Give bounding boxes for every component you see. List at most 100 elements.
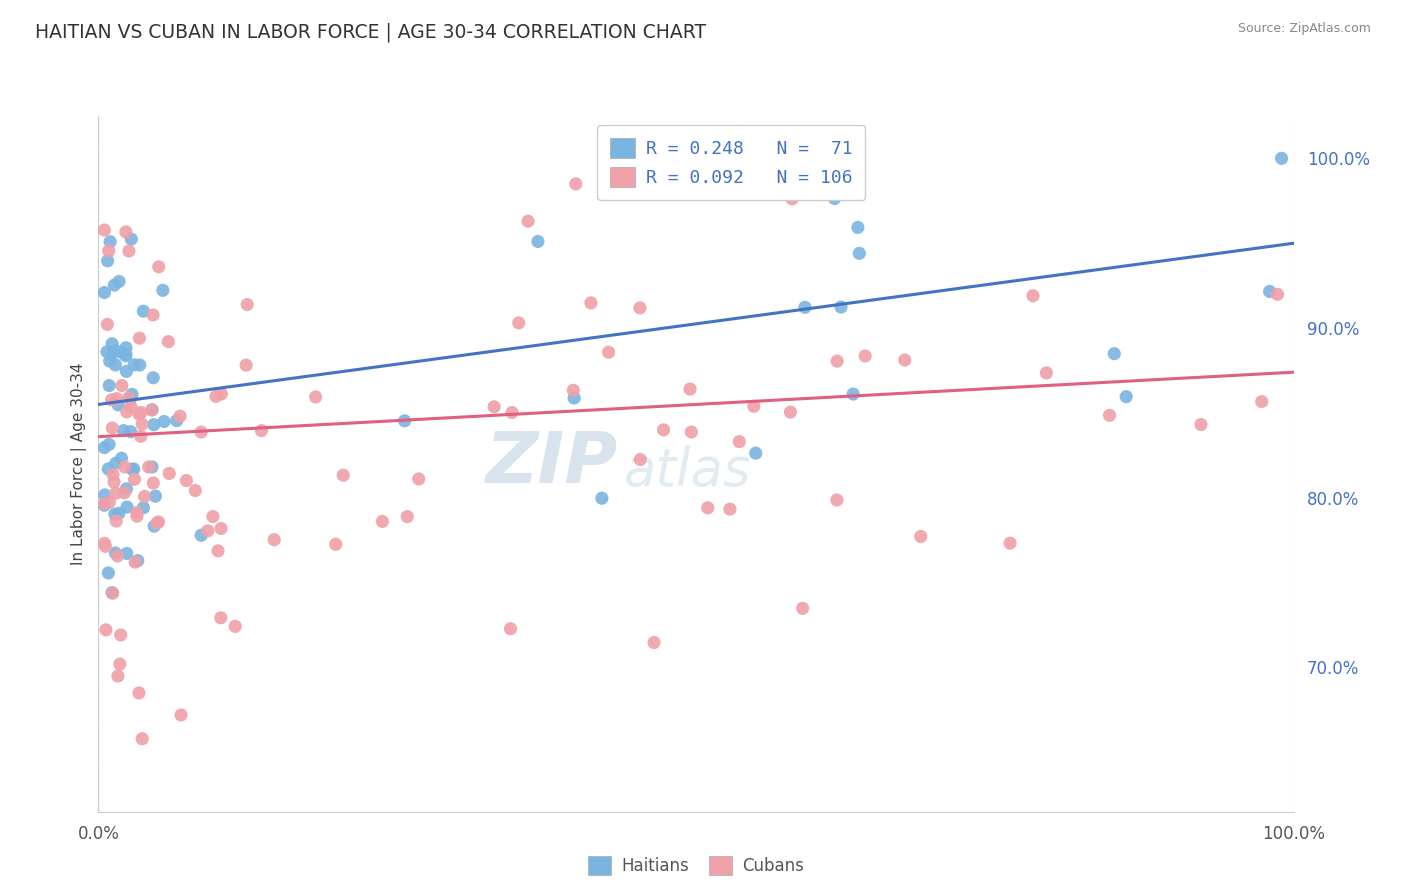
Point (236, 297, 259, 311)
Point (853, 349, 876, 363)
Legend: Haitians, Cubans: Haitians, Cubans (579, 847, 813, 883)
Point (129, 429, 152, 443)
Point (142, 476, 165, 491)
Point (124, 555, 146, 569)
Point (792, 601, 814, 615)
Point (93, 498, 115, 512)
Text: ZIP: ZIP (486, 429, 619, 499)
Point (104, 358, 127, 372)
Point (408, 472, 430, 486)
Point (696, 500, 718, 515)
Point (124, 472, 146, 486)
Point (190, 528, 212, 542)
Point (201, 509, 224, 524)
Point (652, 423, 675, 437)
Point (501, 405, 523, 419)
Point (115, 546, 138, 560)
Point (96, 318, 118, 332)
Point (111, 345, 134, 359)
Point (118, 391, 141, 405)
Point (101, 421, 124, 435)
Point (105, 392, 128, 406)
Point (517, 214, 540, 228)
Point (235, 358, 257, 372)
Point (108, 657, 131, 671)
Point (104, 343, 127, 358)
Point (114, 459, 136, 474)
Point (153, 415, 176, 429)
Point (209, 611, 232, 625)
Text: atlas: atlas (624, 445, 752, 497)
Point (1035, 366, 1057, 380)
Point (96, 344, 118, 359)
Point (100, 392, 122, 407)
Point (176, 474, 198, 488)
Point (148, 260, 170, 274)
Point (115, 482, 138, 496)
Point (591, 491, 613, 506)
Point (482, 400, 505, 414)
Point (1267, 287, 1289, 301)
Point (131, 731, 153, 746)
Point (628, 452, 651, 467)
Point (128, 686, 150, 700)
Y-axis label: In Labor Force | Age 30-34: In Labor Force | Age 30-34 (72, 362, 87, 566)
Point (779, 405, 801, 419)
Point (780, 192, 803, 206)
Point (681, 425, 703, 439)
Point (396, 509, 419, 524)
Point (104, 546, 127, 560)
Point (93, 536, 115, 550)
Point (142, 308, 165, 322)
Point (1250, 394, 1272, 409)
Point (565, 177, 588, 191)
Point (1098, 409, 1121, 423)
Point (93, 223, 115, 237)
Point (125, 506, 148, 520)
Point (128, 358, 150, 372)
Point (98, 437, 121, 451)
Point (131, 417, 153, 431)
Point (97, 566, 120, 580)
Point (794, 301, 817, 315)
Point (110, 628, 132, 642)
Point (112, 424, 135, 438)
Point (115, 405, 138, 419)
Point (94, 488, 117, 502)
Point (94, 539, 117, 553)
Point (142, 417, 165, 432)
Point (848, 246, 870, 260)
Point (207, 544, 229, 558)
Point (170, 708, 193, 723)
Text: Source: ZipAtlas.com: Source: ZipAtlas.com (1237, 22, 1371, 36)
Point (121, 462, 143, 476)
Point (562, 384, 585, 398)
Point (107, 669, 129, 683)
Point (112, 486, 135, 500)
Point (125, 509, 148, 524)
Point (101, 467, 124, 482)
Point (142, 370, 165, 384)
Point (527, 235, 550, 249)
Text: HAITIAN VS CUBAN IN LABOR FORCE | AGE 30-34 CORRELATION CHART: HAITIAN VS CUBAN IN LABOR FORCE | AGE 30… (35, 22, 706, 42)
Point (108, 506, 131, 520)
Point (121, 387, 143, 401)
Point (910, 529, 932, 543)
Point (148, 515, 170, 529)
Point (103, 475, 125, 490)
Point (93, 441, 115, 455)
Point (157, 467, 180, 481)
Point (98, 235, 121, 249)
Point (101, 336, 124, 351)
Point (209, 521, 232, 535)
Point (1102, 346, 1125, 360)
Point (628, 301, 651, 315)
Point (104, 507, 127, 521)
Point (97, 253, 120, 268)
Point (94, 623, 117, 637)
Point (128, 407, 150, 421)
Point (157, 334, 180, 349)
Point (742, 400, 765, 414)
Point (893, 353, 915, 368)
Point (120, 232, 142, 246)
